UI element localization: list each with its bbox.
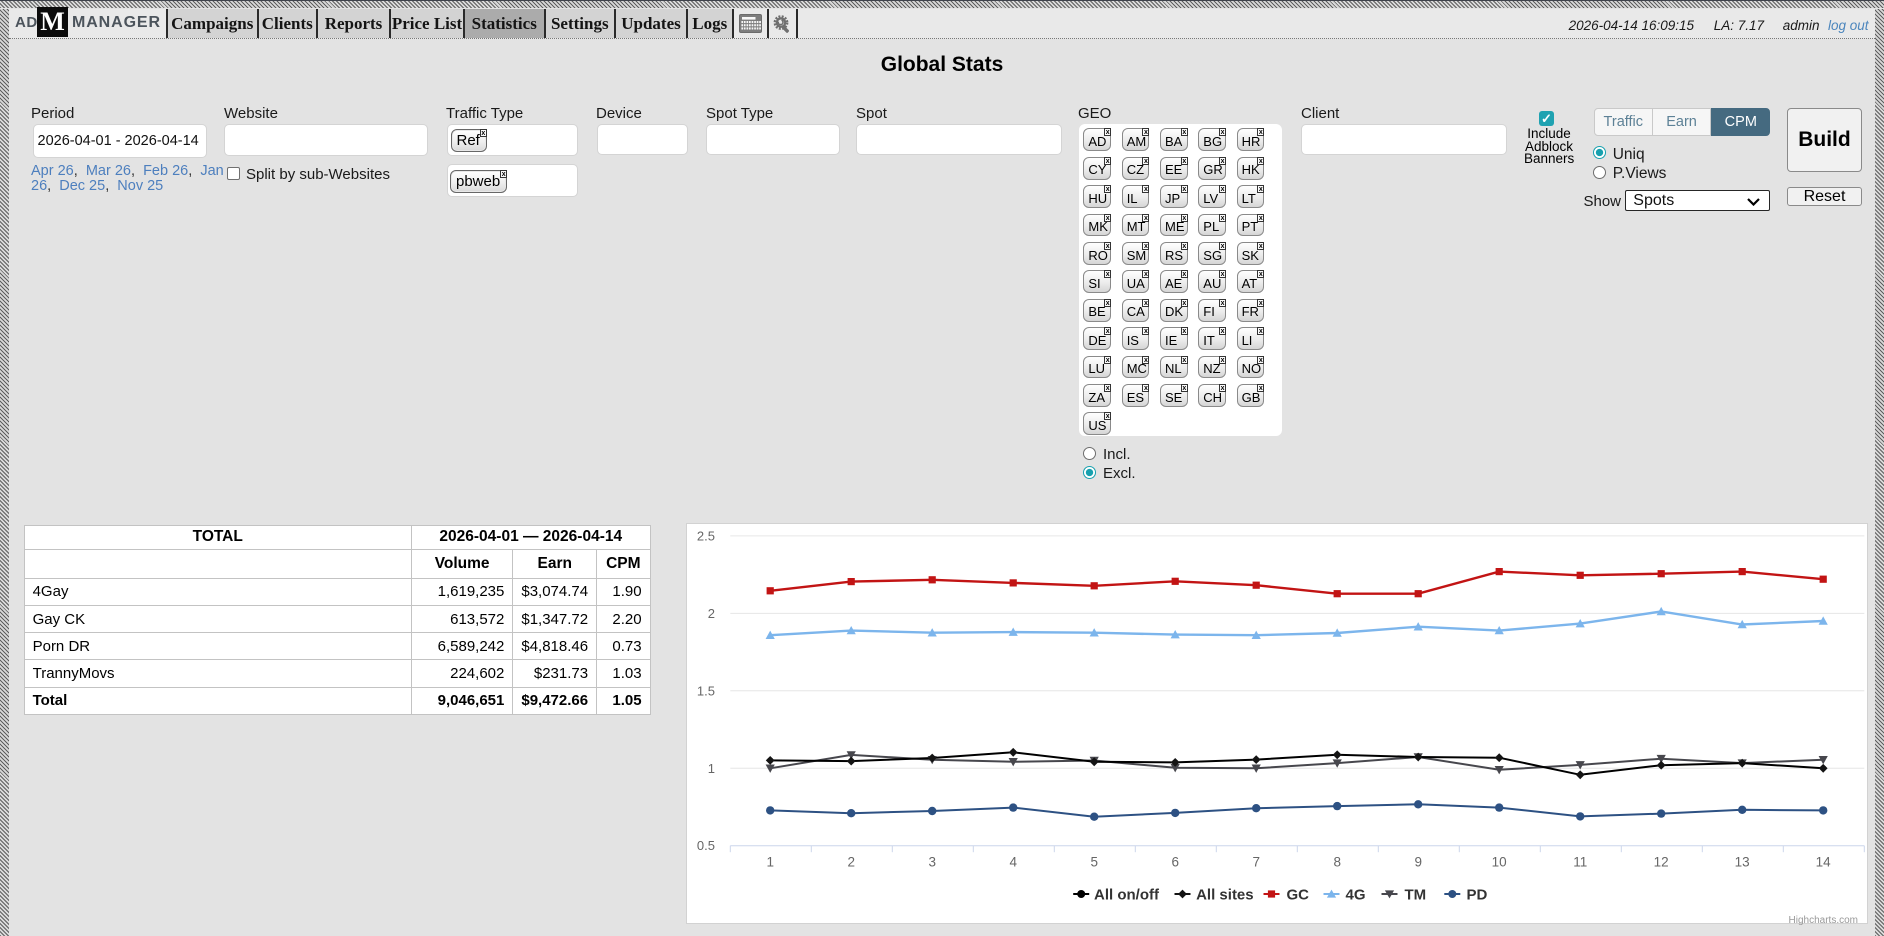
svg-text:7: 7 <box>1252 855 1260 870</box>
svg-text:13: 13 <box>1734 855 1749 870</box>
svg-text:All on/off: All on/off <box>1094 887 1160 904</box>
svg-text:2.5: 2.5 <box>696 528 714 543</box>
svg-text:4G: 4G <box>1345 887 1365 904</box>
svg-text:12: 12 <box>1653 855 1668 870</box>
svg-text:1: 1 <box>707 761 714 776</box>
svg-text:0.5: 0.5 <box>696 838 714 853</box>
svg-text:9: 9 <box>1414 855 1422 870</box>
svg-text:14: 14 <box>1815 855 1831 870</box>
svg-text:5: 5 <box>1090 855 1098 870</box>
svg-text:10: 10 <box>1491 855 1506 870</box>
svg-text:TM: TM <box>1404 887 1426 904</box>
svg-text:All sites: All sites <box>1196 887 1254 904</box>
svg-text:PD: PD <box>1466 887 1487 904</box>
svg-text:1: 1 <box>766 855 774 870</box>
svg-text:2: 2 <box>707 606 714 621</box>
svg-text:1.5: 1.5 <box>696 683 714 698</box>
svg-text:4: 4 <box>1009 855 1017 870</box>
svg-text:GC: GC <box>1286 887 1309 904</box>
svg-text:2: 2 <box>847 855 855 870</box>
svg-text:11: 11 <box>1573 855 1587 870</box>
svg-text:Highcharts.com: Highcharts.com <box>1788 915 1857 925</box>
svg-text:8: 8 <box>1333 855 1341 870</box>
svg-text:3: 3 <box>928 855 936 870</box>
svg-text:6: 6 <box>1171 855 1179 870</box>
